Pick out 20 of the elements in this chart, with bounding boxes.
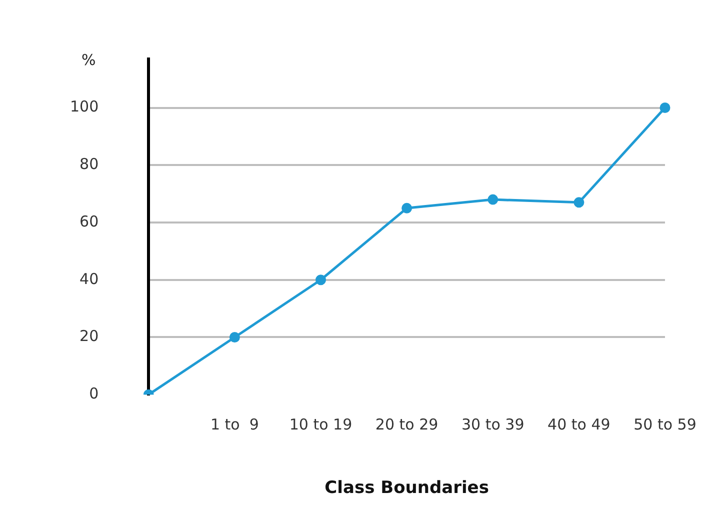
point: [402, 202, 412, 214]
y-tick-label: 60: [80, 212, 99, 230]
y-axis-title: %: [82, 50, 96, 69]
point: [488, 194, 498, 205]
point: [574, 197, 584, 208]
y-tick-label: 100: [70, 98, 99, 116]
x-tick-label: 1 to 9: [210, 415, 259, 434]
x-axis-title: Class Boundaries: [324, 478, 489, 498]
y-tick-label: 0: [89, 384, 99, 402]
y-tick-label: 20: [80, 327, 99, 346]
x-tick-label: 10 to 19: [289, 415, 352, 434]
point: [229, 332, 240, 342]
point: [660, 102, 670, 114]
y-tick-label: 40: [80, 270, 99, 288]
x-tick-label: 30 to 39: [461, 415, 524, 434]
x-tick-label: 40 to 49: [548, 415, 610, 434]
x-tick-label: 20 to 29: [375, 415, 438, 434]
point: [316, 274, 326, 286]
y-tick-label: 80: [80, 155, 99, 174]
x-tick-label: 50 to 59: [634, 415, 696, 434]
